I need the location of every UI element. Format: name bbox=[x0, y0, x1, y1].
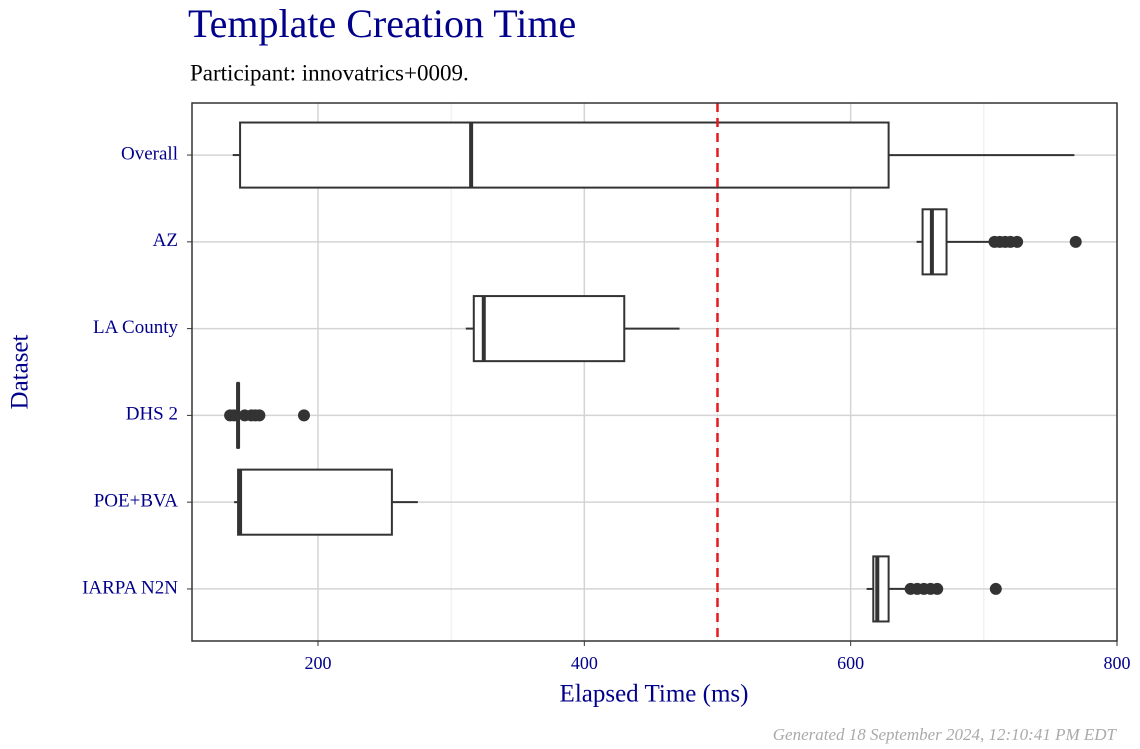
outlier bbox=[1069, 235, 1082, 248]
outlier bbox=[931, 582, 944, 595]
x-tick-label: 600 bbox=[837, 653, 864, 673]
box bbox=[921, 208, 948, 276]
outlier bbox=[253, 409, 266, 422]
y-axis-label: Dataset bbox=[7, 334, 34, 409]
y-tick-label: LA County bbox=[93, 317, 178, 338]
outlier bbox=[1011, 235, 1024, 248]
footer: Generated 18 September 2024, 12:10:41 PM… bbox=[773, 725, 1118, 744]
y-tick-label: IARPA N2N bbox=[82, 577, 178, 598]
x-tick-label: 400 bbox=[571, 653, 598, 673]
box bbox=[239, 121, 890, 189]
x-tick-label: 800 bbox=[1104, 653, 1131, 673]
x-tick-label: 200 bbox=[304, 653, 331, 673]
box bbox=[237, 468, 393, 536]
y-tick-label: Overall bbox=[121, 143, 178, 164]
outlier bbox=[297, 409, 310, 422]
x-axis-label: Elapsed Time (ms) bbox=[560, 681, 749, 708]
outlier bbox=[228, 409, 241, 422]
outlier bbox=[989, 582, 1002, 595]
chart-subtitle: Participant: innovatrics+0009. bbox=[190, 60, 469, 85]
y-tick-label: POE+BVA bbox=[94, 491, 179, 512]
panel-border bbox=[191, 102, 1118, 642]
y-tick-label: DHS 2 bbox=[126, 404, 178, 425]
y-tick-label: AZ bbox=[153, 230, 178, 251]
box bbox=[472, 295, 626, 363]
chart-title: Template Creation Time bbox=[188, 1, 576, 46]
